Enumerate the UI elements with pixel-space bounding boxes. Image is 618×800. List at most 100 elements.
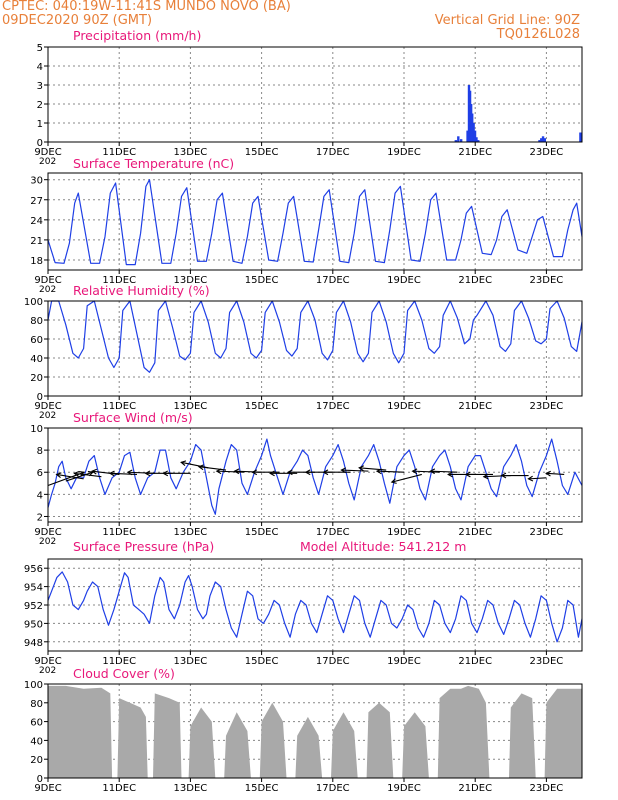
wind-vector-head [73,471,80,477]
precip-xtick-label: 15DEC [245,147,279,158]
cloud-ytick-label: 0 [37,774,43,785]
humidity-xtick-label: 15DEC [245,401,279,412]
cloud-xtick-label: 17DEC [316,783,350,794]
wind-vector-head [545,470,551,477]
humidity-xtick-label: 13DEC [174,401,208,412]
pressure-xtick-label: 19DEC [387,656,421,667]
humidity-line [47,300,583,373]
precip-xtick-label: 21DEC [458,147,492,158]
wind-vector [341,469,369,472]
pressure-ytick-label: 948 [24,638,43,649]
cloud-xtick-label: 9DEC [34,783,61,794]
temperature-frame [47,172,583,271]
wind-vector-head [322,469,329,476]
wind-vector-head [527,475,534,482]
humidity-xtick-label: 19DEC [387,401,421,412]
wind-xtick-label: 23DEC [530,527,564,538]
humidity-xtick-label: 9DEC [34,401,61,412]
humidity-ytick-label: 60 [30,335,43,346]
wind-vector-head [233,468,240,475]
header-station: CPTEC: 040:19W-11:41S MUNDO NOVO (BA) [2,0,291,14]
precip-bar [459,139,463,142]
precip-bar [475,137,478,142]
humidity-frame [47,300,583,397]
pressure-subtitle: Model Altitude: 541.212 m [300,539,466,554]
wind-vector [47,471,85,487]
humidity-panel: 0 20 40 60 80 100 9DEC 11DEC 13DEC 15DEC 17DEC 19DE… [24,283,583,421]
cloud-ytick-label: 100 [24,680,43,691]
wind-vector [528,477,547,480]
precip-xtick-label: 9DEC [34,147,61,158]
precip-year-label: 202 [39,157,56,167]
pressure-panel: 948 950 952 954 956 9DEC 11DEC 13DEC 15DEC 17DEC 1… [24,539,583,676]
wind-ytick-label: 2 [37,512,43,523]
temperature-ytick-label: 27 [30,196,43,207]
header-date: 09DEC2020 90Z (GMT) [2,13,153,28]
precip-bar [466,130,469,142]
temperature-xtick-label: 15DEC [245,275,279,286]
wind-vector-head [55,472,62,478]
wind-vector [376,470,405,473]
temperature-line [47,179,583,266]
humidity-xtick-label: 21DEC [458,401,492,412]
temperature-xtick-label: 19DEC [387,275,421,286]
precip-ytick-label: 3 [37,81,43,92]
pressure-line [47,571,583,643]
precip-bar [473,130,477,142]
precip-frame [47,46,583,143]
wind-vector [65,471,93,482]
wind-line [47,438,583,515]
wind-frame [47,427,583,523]
wind-vector [359,467,387,471]
pressure-xtick-label: 15DEC [245,656,279,667]
precip-bar [579,132,582,142]
wind-vector-head [464,471,471,478]
humidity-ytick-label: 80 [30,316,43,327]
precip-ytick-label: 5 [37,43,43,54]
cloud-ytick-label: 40 [30,736,43,747]
humidity-ytick-label: 0 [37,392,43,403]
temperature-xtick-label: 23DEC [530,275,564,286]
temperature-xtick-label: 9DEC [34,275,61,286]
cloud-ytick-label: 60 [30,718,43,729]
wind-vector [56,473,84,480]
humidity-xtick-label: 23DEC [530,401,564,412]
humidity-xtick-label: 17DEC [316,401,350,412]
temperature-ytick-label: 18 [30,256,43,267]
header-grid-note: Vertical Grid Line: 90Z [434,13,580,28]
wind-vector-head [304,469,311,476]
temperature-ytick-label: 30 [30,176,43,187]
wind-vector-head [251,469,258,476]
pressure-xtick-label: 17DEC [316,656,350,667]
header-code: TQ0126L028 [496,27,580,42]
wind-vector-head [447,471,453,478]
wind-vector-head [144,470,151,477]
wind-vector [198,466,227,471]
precip-xtick-label: 17DEC [316,147,350,158]
precip-bar [538,140,541,142]
pressure-ytick-label: 950 [24,619,43,630]
temperature-year-label: 202 [39,285,56,295]
wind-vector [74,472,102,478]
wind-vector-head [197,464,204,471]
precip-xtick-label: 23DEC [530,147,564,158]
wind-vector-head [215,468,222,475]
temperature-xtick-label: 13DEC [174,275,208,286]
precip-ytick-label: 2 [37,100,43,111]
wind-xtick-label: 17DEC [316,527,350,538]
wind-vector-head [358,465,364,472]
temperature-ytick-label: 24 [30,216,43,227]
wind-ytick-label: 4 [37,490,43,501]
wind-vector [412,470,440,473]
wind-ytick-label: 8 [37,446,43,457]
wind-vector [430,470,458,473]
precip-ytick-label: 4 [37,62,43,73]
cloud-xtick-label: 15DEC [245,783,279,794]
wind-vector-head [390,478,397,484]
wind-xtick-label: 11DEC [102,527,136,538]
cloud-xtick-label: 23DEC [530,783,564,794]
precip-bar [543,138,547,142]
temperature-xtick-label: 17DEC [316,275,350,286]
wind-vector-head [500,472,507,479]
